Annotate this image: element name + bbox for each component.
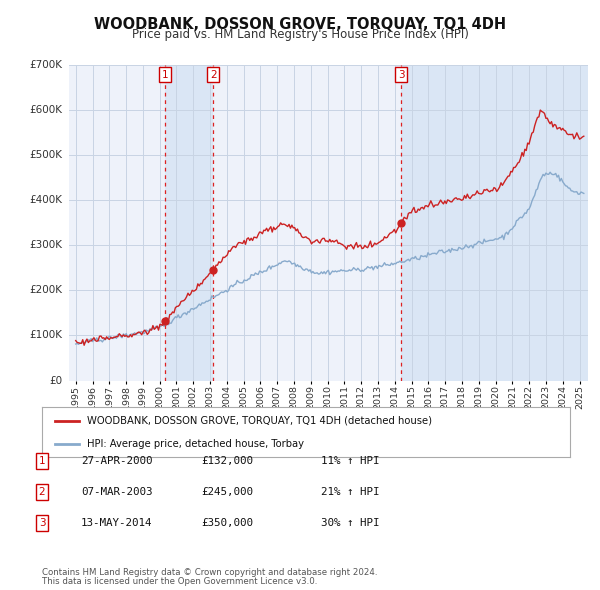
Text: WOODBANK, DOSSON GROVE, TORQUAY, TQ1 4DH: WOODBANK, DOSSON GROVE, TORQUAY, TQ1 4DH xyxy=(94,17,506,31)
Text: £700K: £700K xyxy=(30,60,63,70)
Text: £350,000: £350,000 xyxy=(201,518,253,527)
Bar xyxy=(165,65,213,381)
Text: 11% ↑ HPI: 11% ↑ HPI xyxy=(321,457,380,466)
Text: 2: 2 xyxy=(38,487,46,497)
Text: £600K: £600K xyxy=(30,105,63,115)
Text: £245,000: £245,000 xyxy=(201,487,253,497)
Text: £200K: £200K xyxy=(30,286,63,296)
Text: HPI: Average price, detached house, Torbay: HPI: Average price, detached house, Torb… xyxy=(87,439,304,449)
Text: 3: 3 xyxy=(398,70,404,80)
Text: 27-APR-2000: 27-APR-2000 xyxy=(81,457,152,466)
Text: Price paid vs. HM Land Registry's House Price Index (HPI): Price paid vs. HM Land Registry's House … xyxy=(131,28,469,41)
Text: £0: £0 xyxy=(50,376,63,385)
Text: Contains HM Land Registry data © Crown copyright and database right 2024.: Contains HM Land Registry data © Crown c… xyxy=(42,568,377,577)
Text: £500K: £500K xyxy=(30,150,63,160)
Text: 1: 1 xyxy=(162,70,169,80)
Text: This data is licensed under the Open Government Licence v3.0.: This data is licensed under the Open Gov… xyxy=(42,577,317,586)
Text: WOODBANK, DOSSON GROVE, TORQUAY, TQ1 4DH (detached house): WOODBANK, DOSSON GROVE, TORQUAY, TQ1 4DH… xyxy=(87,415,432,425)
Text: £400K: £400K xyxy=(30,195,63,205)
Text: 21% ↑ HPI: 21% ↑ HPI xyxy=(321,487,380,497)
Text: 2: 2 xyxy=(210,70,217,80)
Bar xyxy=(401,65,588,381)
Text: 30% ↑ HPI: 30% ↑ HPI xyxy=(321,518,380,527)
Text: £100K: £100K xyxy=(30,330,63,340)
Text: £132,000: £132,000 xyxy=(201,457,253,466)
Text: 1: 1 xyxy=(38,457,46,466)
Text: 07-MAR-2003: 07-MAR-2003 xyxy=(81,487,152,497)
Text: 13-MAY-2014: 13-MAY-2014 xyxy=(81,518,152,527)
Text: £300K: £300K xyxy=(30,240,63,250)
Text: 3: 3 xyxy=(38,518,46,527)
